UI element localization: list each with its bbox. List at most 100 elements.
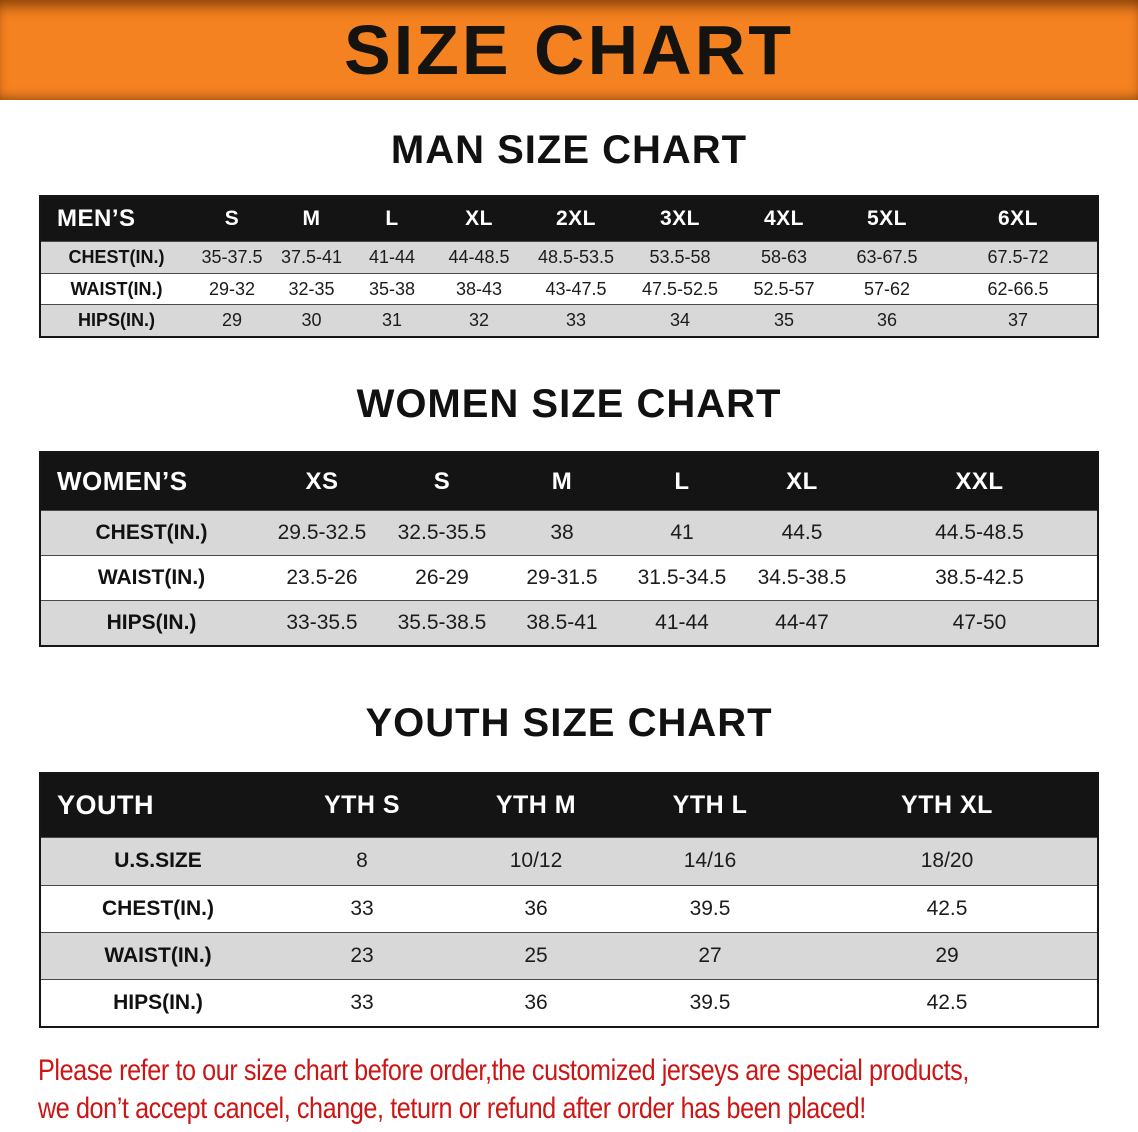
size-value-cell: 39.5: [689, 896, 731, 920]
measurement-label-cell: CHEST(IN.): [95, 521, 208, 545]
size-column-header: L: [351, 196, 433, 242]
size-column-header: XXL: [862, 452, 1098, 511]
size-column-header: S: [192, 196, 272, 242]
size-value-cell: 33-35.5: [286, 611, 358, 635]
table-title-cell: MEN’S: [40, 196, 192, 242]
measurement-row: CHEST(IN.) 35-37.5 37.5-41 41-44 44-48.5 48.5…: [40, 241, 1098, 274]
men-section-heading: MAN SIZE CHART: [390, 128, 748, 172]
size-value-cell: 36: [524, 990, 548, 1014]
size-value-cell: 18/20: [920, 849, 974, 873]
youth-section-heading: YOUTH SIZE CHART: [365, 701, 773, 746]
measurement-row: HIPS(IN.) 33-35.5 35.5-38.5 38.5-41 41-44 44-…: [40, 600, 1098, 647]
size-value-cell: 26-29: [415, 566, 469, 590]
size-value-cell: 47.5-52.5: [641, 278, 719, 299]
size-value-cell: 31: [381, 310, 403, 331]
size-value-cell: 33: [350, 896, 374, 920]
size-value-cell: 35-38: [368, 278, 416, 299]
measurement-label-cell: U.S.SIZE: [114, 849, 202, 873]
measurement-label-cell: CHEST(IN.): [102, 896, 214, 920]
size-value-cell: 44-48.5: [448, 247, 510, 267]
size-value-cell: 42.5: [926, 896, 968, 920]
measurement-row: CHEST(IN.) 33 36 39.5 42.5: [40, 885, 1098, 933]
notice-line-1: Please refer to our size chart before or…: [38, 1054, 969, 1088]
size-value-cell: 53.5-58: [649, 247, 711, 267]
size-chart-banner: SIZE CHART: [0, 0, 1138, 100]
size-value-cell: 34.5-38.5: [757, 566, 847, 590]
size-value-cell: 29-32: [208, 278, 256, 299]
size-column-header: YTH S: [275, 773, 449, 838]
size-value-cell: 37: [1007, 310, 1029, 331]
size-column-header: XL: [433, 196, 525, 242]
measurement-row: U.S.SIZE 8 10/12 14/16 18/20: [40, 837, 1098, 886]
size-value-cell: 67.5-72: [987, 247, 1049, 267]
size-value-cell: 48.5-53.5: [537, 247, 615, 267]
size-value-cell: 31.5-34.5: [637, 566, 727, 590]
size-column-header: 5XL: [835, 196, 939, 242]
size-value-cell: 32.5-35.5: [397, 521, 487, 545]
size-value-cell: 41: [670, 521, 694, 545]
women-size-table: WOMEN’S XS S M L XL XXL CHEST(IN.) 29.5-32.5 32.5…: [39, 451, 1099, 648]
size-value-cell: 38: [550, 521, 574, 545]
order-notice: Please refer to our size chart before or…: [38, 1052, 1138, 1128]
size-value-cell: 44.5-48.5: [935, 521, 1024, 545]
size-value-cell: 14/16: [683, 849, 737, 873]
measurement-label-cell: WAIST(IN.): [104, 943, 212, 967]
size-column-header: 3XL: [627, 196, 733, 242]
measurement-label-cell: HIPS(IN.): [77, 310, 155, 331]
measurement-label-cell: HIPS(IN.): [113, 990, 203, 1014]
banner-title: SIZE CHART: [344, 11, 794, 89]
size-column-header: M: [502, 452, 622, 511]
measurement-row: WAIST(IN.) 29-32 32-35 35-38 38-43 43-47.5 47.…: [40, 273, 1098, 305]
size-column-header: XS: [262, 452, 382, 511]
size-value-cell: 33: [350, 990, 374, 1014]
size-value-cell: 29: [221, 310, 243, 331]
measurement-row: HIPS(IN.) 33 36 39.5 42.5: [40, 979, 1098, 1028]
size-value-cell: 29: [935, 943, 959, 967]
size-value-cell: 36: [876, 310, 898, 331]
size-value-cell: 38.5-41: [526, 611, 598, 635]
size-value-cell: 57-62: [863, 278, 911, 299]
youth-size-table: YOUTH YTH S YTH M YTH L YTH XL U.S.SIZE 8 10/12…: [39, 772, 1099, 1029]
size-value-cell: 25: [524, 943, 548, 967]
size-value-cell: 34: [669, 310, 691, 331]
size-value-cell: 35: [773, 310, 795, 331]
size-value-cell: 41-44: [368, 247, 416, 267]
size-value-cell: 35-37.5: [201, 247, 263, 267]
size-value-cell: 32-35: [288, 278, 335, 299]
size-value-cell: 33: [565, 310, 587, 331]
size-column-header: XL: [742, 452, 862, 511]
size-value-cell: 44.5: [781, 521, 823, 545]
size-column-header: 6XL: [939, 196, 1098, 242]
size-value-cell: 58-63: [760, 247, 808, 267]
size-column-header: M: [272, 196, 351, 242]
size-value-cell: 41-44: [655, 611, 709, 635]
measurement-label-cell: CHEST(IN.): [68, 247, 165, 267]
size-value-cell: 37.5-41: [280, 247, 343, 267]
size-value-cell: 38.5-42.5: [935, 566, 1024, 590]
size-value-cell: 44-47: [775, 611, 829, 635]
size-value-cell: 23: [350, 943, 374, 967]
size-value-cell: 27: [698, 943, 722, 967]
women-size-section: WOMEN SIZE CHART WOMEN’S XS S M L XL XXL CHEST(…: [0, 382, 1138, 648]
measurement-row: WAIST(IN.) 23.5-26 26-29 29-31.5 31.5-34.5 34…: [40, 555, 1098, 601]
size-column-header: S: [382, 452, 502, 511]
notice-line-2: we don’t accept cancel, change, teturn o…: [38, 1092, 866, 1126]
size-value-cell: 29-31.5: [526, 566, 598, 590]
size-column-header: YTH M: [449, 773, 623, 838]
size-value-cell: 32: [468, 310, 490, 331]
size-value-cell: 43-47.5: [545, 278, 607, 299]
size-value-cell: 62-66.5: [987, 278, 1049, 299]
table-header-row: WOMEN’S XS S M L XL XXL: [40, 452, 1098, 511]
size-column-header: 4XL: [733, 196, 835, 242]
size-value-cell: 36: [524, 896, 548, 920]
youth-size-section: YOUTH SIZE CHART YOUTH YTH S YTH M YTH L YTH…: [0, 701, 1138, 1029]
size-value-cell: 42.5: [926, 990, 968, 1014]
table-header-row: MEN’S S M L XL 2XL 3XL 4XL 5XL 6XL: [40, 196, 1098, 242]
size-value-cell: 35.5-38.5: [397, 611, 487, 635]
size-value-cell: 39.5: [689, 990, 731, 1014]
women-section-heading: WOMEN SIZE CHART: [356, 382, 782, 427]
size-value-cell: 52.5-57: [753, 278, 815, 299]
size-column-header: YTH XL: [797, 773, 1098, 838]
size-value-cell: 10/12: [509, 849, 563, 873]
